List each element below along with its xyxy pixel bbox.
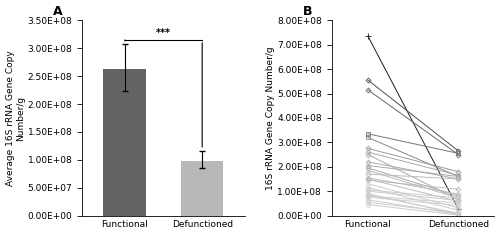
Y-axis label: 16S rRNA Gene Copy Number/g: 16S rRNA Gene Copy Number/g — [266, 46, 274, 190]
Text: B: B — [302, 5, 312, 18]
Y-axis label: Average 16S rRNA Gene Copy
Number/g: Average 16S rRNA Gene Copy Number/g — [6, 50, 25, 186]
Text: A: A — [53, 5, 62, 18]
Bar — [181, 161, 224, 215]
Bar — [104, 70, 146, 215]
Text: ***: *** — [156, 28, 171, 38]
